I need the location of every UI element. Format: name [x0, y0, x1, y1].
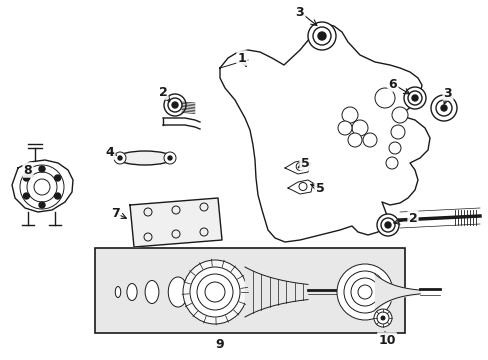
Text: 9: 9 — [215, 338, 224, 351]
Circle shape — [190, 267, 240, 317]
Circle shape — [143, 233, 152, 241]
Circle shape — [172, 230, 180, 238]
Bar — [95, 248, 404, 333]
Ellipse shape — [117, 151, 172, 165]
Circle shape — [23, 193, 29, 199]
Ellipse shape — [388, 142, 400, 154]
Text: 1: 1 — [237, 51, 246, 64]
Polygon shape — [287, 180, 312, 194]
Text: 6: 6 — [388, 77, 397, 90]
Ellipse shape — [391, 107, 407, 123]
Polygon shape — [285, 160, 309, 174]
Text: 5: 5 — [300, 157, 309, 170]
Circle shape — [350, 278, 378, 306]
Circle shape — [307, 22, 335, 50]
Circle shape — [411, 95, 417, 101]
Ellipse shape — [168, 277, 187, 307]
Text: 5: 5 — [315, 181, 324, 194]
Circle shape — [384, 222, 390, 228]
Ellipse shape — [374, 88, 394, 108]
Circle shape — [200, 228, 207, 236]
Circle shape — [341, 107, 357, 123]
Circle shape — [435, 100, 451, 116]
Ellipse shape — [116, 288, 120, 296]
Circle shape — [34, 179, 50, 195]
Circle shape — [317, 32, 325, 40]
Circle shape — [20, 165, 64, 209]
Circle shape — [204, 282, 224, 302]
Circle shape — [403, 87, 425, 109]
Ellipse shape — [146, 283, 157, 301]
Circle shape — [362, 133, 376, 147]
Circle shape — [373, 309, 391, 327]
Circle shape — [114, 152, 126, 164]
Circle shape — [296, 162, 304, 171]
Circle shape — [168, 98, 182, 112]
Circle shape — [163, 152, 176, 164]
Circle shape — [380, 218, 394, 232]
Polygon shape — [220, 24, 429, 242]
Text: 3: 3 — [295, 5, 304, 18]
Circle shape — [351, 120, 367, 136]
Circle shape — [376, 312, 388, 324]
Ellipse shape — [128, 285, 136, 298]
Text: 8: 8 — [23, 163, 32, 176]
Circle shape — [39, 202, 45, 208]
Circle shape — [23, 175, 29, 181]
Circle shape — [298, 183, 306, 190]
Circle shape — [183, 260, 246, 324]
Circle shape — [376, 214, 398, 236]
Circle shape — [39, 166, 45, 172]
Circle shape — [118, 156, 122, 160]
Text: 2: 2 — [158, 86, 167, 99]
Circle shape — [440, 105, 446, 111]
Circle shape — [168, 156, 172, 160]
Circle shape — [312, 27, 330, 45]
Circle shape — [197, 274, 232, 310]
Ellipse shape — [127, 284, 137, 301]
Circle shape — [172, 102, 178, 108]
Circle shape — [357, 285, 371, 299]
Circle shape — [347, 133, 361, 147]
Circle shape — [337, 121, 351, 135]
Circle shape — [143, 208, 152, 216]
Circle shape — [27, 172, 57, 202]
Ellipse shape — [169, 279, 186, 305]
Circle shape — [172, 206, 180, 214]
Circle shape — [343, 271, 385, 313]
Ellipse shape — [115, 287, 121, 297]
Circle shape — [407, 91, 421, 105]
Text: 4: 4 — [105, 145, 114, 158]
Text: 2: 2 — [408, 212, 417, 225]
Circle shape — [336, 264, 392, 320]
Ellipse shape — [390, 125, 404, 139]
Circle shape — [200, 203, 207, 211]
Text: 10: 10 — [378, 333, 395, 346]
Text: 3: 3 — [443, 86, 451, 99]
Circle shape — [430, 95, 456, 121]
Circle shape — [163, 94, 185, 116]
Text: 7: 7 — [110, 207, 119, 220]
Ellipse shape — [385, 157, 397, 169]
Circle shape — [55, 175, 61, 181]
Polygon shape — [12, 160, 73, 212]
Ellipse shape — [145, 280, 159, 303]
Circle shape — [55, 193, 61, 199]
Polygon shape — [130, 198, 222, 247]
Circle shape — [380, 316, 384, 320]
